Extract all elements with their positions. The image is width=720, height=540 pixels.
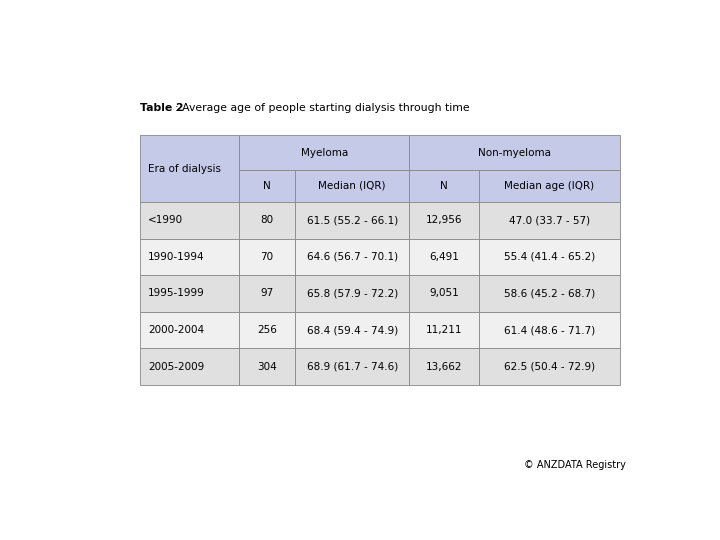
Bar bbox=[140, 136, 239, 202]
Bar bbox=[295, 275, 410, 312]
Text: 256: 256 bbox=[257, 325, 276, 335]
Bar bbox=[410, 136, 620, 170]
Bar bbox=[410, 170, 479, 202]
Text: 70: 70 bbox=[261, 252, 274, 262]
Text: 1995-1999: 1995-1999 bbox=[148, 288, 205, 299]
Bar bbox=[239, 348, 295, 385]
Text: 13,662: 13,662 bbox=[426, 362, 462, 372]
Bar bbox=[140, 202, 239, 239]
Text: N: N bbox=[440, 181, 448, 191]
Text: 58.6 (45.2 - 68.7): 58.6 (45.2 - 68.7) bbox=[504, 288, 595, 299]
Text: : Average age of people starting dialysis through time: : Average age of people starting dialysi… bbox=[175, 103, 469, 113]
Text: N: N bbox=[263, 181, 271, 191]
Bar bbox=[239, 170, 295, 202]
Text: 6,491: 6,491 bbox=[429, 252, 459, 262]
Text: Era of dialysis: Era of dialysis bbox=[148, 164, 221, 174]
Bar bbox=[479, 170, 620, 202]
Bar bbox=[239, 312, 295, 348]
Bar bbox=[295, 312, 410, 348]
Text: 47.0 (33.7 - 57): 47.0 (33.7 - 57) bbox=[509, 215, 590, 225]
Text: 68.4 (59.4 - 74.9): 68.4 (59.4 - 74.9) bbox=[307, 325, 397, 335]
Text: Non-myeloma: Non-myeloma bbox=[478, 147, 552, 158]
Text: 1990-1994: 1990-1994 bbox=[148, 252, 204, 262]
Text: Median (IQR): Median (IQR) bbox=[318, 181, 386, 191]
Bar bbox=[295, 170, 410, 202]
Bar bbox=[410, 202, 479, 239]
Text: 304: 304 bbox=[257, 362, 276, 372]
Bar bbox=[479, 275, 620, 312]
Text: © ANZDATA Registry: © ANZDATA Registry bbox=[524, 460, 626, 470]
Bar bbox=[410, 348, 479, 385]
Bar bbox=[295, 348, 410, 385]
Bar bbox=[295, 239, 410, 275]
Text: 64.6 (56.7 - 70.1): 64.6 (56.7 - 70.1) bbox=[307, 252, 397, 262]
Bar bbox=[479, 312, 620, 348]
Bar bbox=[239, 202, 295, 239]
Text: <1990: <1990 bbox=[148, 215, 183, 225]
Bar bbox=[140, 239, 239, 275]
Bar bbox=[479, 239, 620, 275]
Text: 97: 97 bbox=[260, 288, 274, 299]
Text: Table 2: Table 2 bbox=[140, 103, 184, 113]
Bar bbox=[410, 275, 479, 312]
Bar bbox=[140, 348, 239, 385]
Text: 2000-2004: 2000-2004 bbox=[148, 325, 204, 335]
Text: 2005-2009: 2005-2009 bbox=[148, 362, 204, 372]
Text: Median age (IQR): Median age (IQR) bbox=[505, 181, 595, 191]
Text: 11,211: 11,211 bbox=[426, 325, 462, 335]
Text: 9,051: 9,051 bbox=[429, 288, 459, 299]
Bar bbox=[239, 239, 295, 275]
Text: 68.9 (61.7 - 74.6): 68.9 (61.7 - 74.6) bbox=[307, 362, 397, 372]
Bar bbox=[410, 239, 479, 275]
Bar bbox=[479, 202, 620, 239]
Bar bbox=[140, 312, 239, 348]
Bar bbox=[410, 312, 479, 348]
Bar bbox=[140, 275, 239, 312]
Bar bbox=[295, 202, 410, 239]
Text: 62.5 (50.4 - 72.9): 62.5 (50.4 - 72.9) bbox=[504, 362, 595, 372]
Text: 61.5 (55.2 - 66.1): 61.5 (55.2 - 66.1) bbox=[307, 215, 397, 225]
Bar bbox=[239, 136, 410, 170]
Bar bbox=[479, 348, 620, 385]
Text: Myeloma: Myeloma bbox=[300, 147, 348, 158]
Text: 80: 80 bbox=[261, 215, 274, 225]
Text: 12,956: 12,956 bbox=[426, 215, 462, 225]
Text: 61.4 (48.6 - 71.7): 61.4 (48.6 - 71.7) bbox=[504, 325, 595, 335]
Text: 55.4 (41.4 - 65.2): 55.4 (41.4 - 65.2) bbox=[504, 252, 595, 262]
Text: 65.8 (57.9 - 72.2): 65.8 (57.9 - 72.2) bbox=[307, 288, 397, 299]
Bar bbox=[239, 275, 295, 312]
